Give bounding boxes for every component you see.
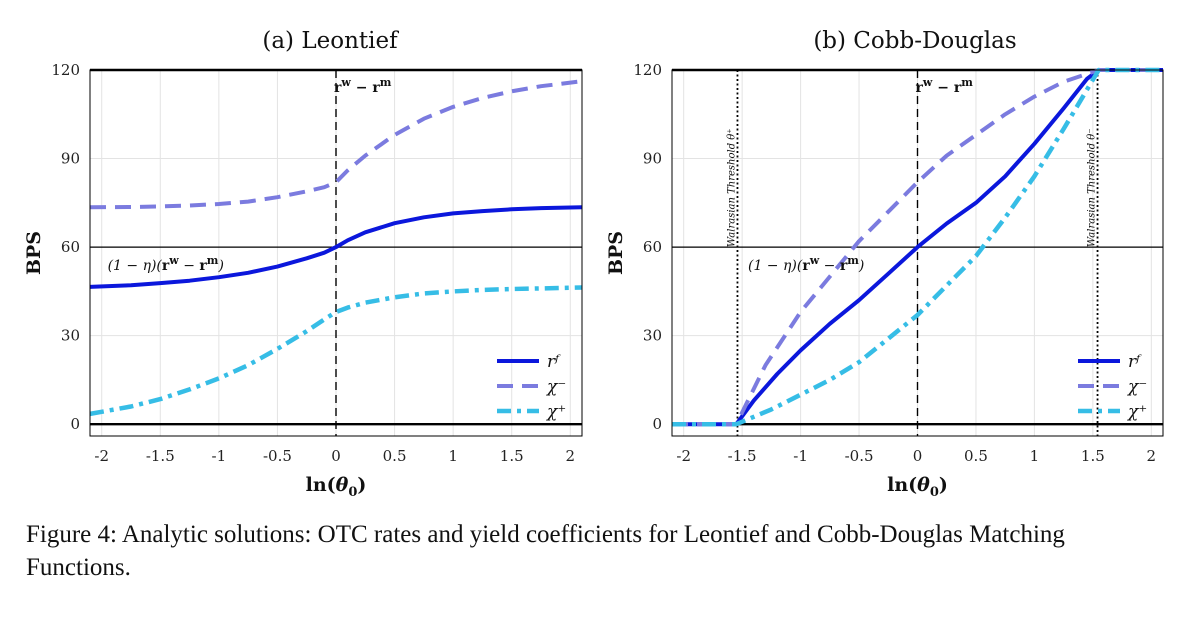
x-tick-label: 1.5: [500, 447, 524, 465]
x-tick-label: 1: [448, 447, 458, 465]
legend: rᶠ χ⁻ χ⁺: [1078, 352, 1147, 422]
x-axis-label-close: ): [357, 474, 366, 496]
x-tick-labels: -2 -1.5 -1 -0.5 0 0.5 1 1.5 2: [676, 447, 1156, 465]
series-chi-plus: [672, 67, 1163, 427]
x-axis-label: ln(θ0): [306, 474, 367, 500]
plot-frame: [671, 69, 1164, 437]
x-tick-label: 1.5: [1081, 447, 1105, 465]
y-tick-label: 60: [61, 238, 80, 256]
x-tick-label: -1.5: [146, 447, 175, 465]
y-axis-label: BPS: [605, 231, 627, 275]
y-tick-label: 120: [51, 61, 80, 79]
x-tick-label: 2: [1147, 447, 1157, 465]
plot-frame: [89, 69, 583, 437]
y-tick-label: 60: [643, 238, 662, 256]
y-tick-label: 0: [70, 415, 80, 433]
y-tick-labels: 0 30 60 90 120: [51, 61, 80, 433]
threshold-left-label: Walrasian Threshold θ⁺: [726, 128, 737, 247]
x-axis-label: ln(θ0): [887, 474, 948, 500]
legend-label-rf: rᶠ: [1128, 352, 1142, 372]
y-tick-label: 30: [643, 327, 662, 345]
legend-label-rf: rᶠ: [547, 352, 561, 372]
level-annotation: (1 − η)(rw − rm): [748, 254, 864, 274]
y-tick-label: 90: [61, 150, 80, 168]
legend-label-chi-plus: χ⁺: [1127, 402, 1147, 422]
x-tick-label: -0.5: [263, 447, 292, 465]
figure-caption: Figure 4: Analytic solutions: OTC rates …: [26, 521, 1065, 581]
vline-label: rw − rm: [916, 76, 974, 96]
y-tick-labels: 0 30 60 90 120: [633, 61, 662, 433]
figure: (a) Leontief -2 -1.5 -1 -0.5 0 0.5 1 1.5 2 0 30 60…: [23, 28, 1164, 500]
panel-title: (a) Leontief: [262, 28, 399, 54]
legend-label-chi-minus: χ⁻: [546, 377, 566, 397]
x-axis-label-ln: ln(: [306, 474, 336, 496]
panel-cobb-douglas: (b) Cobb-Douglas -2 -1.5 -1 -0.5 0 0.5 1 1.5 2 0…: [605, 28, 1164, 500]
curves: [672, 67, 1163, 427]
x-axis-label-close: ): [939, 474, 948, 496]
x-axis-label-theta: θ: [336, 474, 349, 496]
y-tick-label: 120: [633, 61, 662, 79]
y-tick-label: 30: [61, 327, 80, 345]
series-rf: [672, 68, 1163, 427]
vline-label: rw − rm: [334, 76, 392, 96]
x-tick-label: -2: [676, 447, 691, 465]
x-tick-label: -1: [793, 447, 808, 465]
legend-label-chi-minus: χ⁻: [1127, 377, 1147, 397]
legend-label-chi-plus: χ⁺: [546, 402, 566, 422]
x-axis-label-theta: θ: [917, 474, 930, 496]
x-axis-label-sub: 0: [348, 485, 357, 500]
y-tick-label: 0: [652, 415, 662, 433]
series-chi-minus: [672, 68, 1163, 427]
series-rf: [89, 205, 583, 289]
level-annotation: (1 − η)(rw − rm): [108, 254, 224, 274]
x-tick-label: 0.5: [383, 447, 407, 465]
x-tick-label: -1.5: [728, 447, 757, 465]
panel-leontief: (a) Leontief -2 -1.5 -1 -0.5 0 0.5 1 1.5 2 0 30 60…: [23, 28, 583, 500]
x-tick-label: 0: [331, 447, 341, 465]
x-tick-label: -1: [212, 447, 227, 465]
legend: rᶠ χ⁻ χ⁺: [497, 352, 566, 422]
x-tick-label: 2: [566, 447, 576, 465]
panel-title: (b) Cobb-Douglas: [813, 28, 1016, 54]
x-tick-label: 0: [913, 447, 923, 465]
x-tick-label: 0.5: [964, 447, 988, 465]
y-tick-label: 90: [643, 150, 662, 168]
x-tick-labels: -2 -1.5 -1 -0.5 0 0.5 1 1.5 2: [94, 447, 575, 465]
x-axis-label-ln: ln(: [887, 474, 917, 496]
x-tick-label: -2: [94, 447, 109, 465]
x-axis-label-sub: 0: [930, 485, 939, 500]
series-chi-plus: [89, 285, 583, 417]
curves: [89, 79, 583, 417]
x-tick-label: 1: [1030, 447, 1040, 465]
threshold-right-label: Walrasian Threshold θ⁻: [1087, 128, 1098, 247]
y-axis-label: BPS: [23, 231, 45, 275]
x-tick-label: -0.5: [845, 447, 874, 465]
